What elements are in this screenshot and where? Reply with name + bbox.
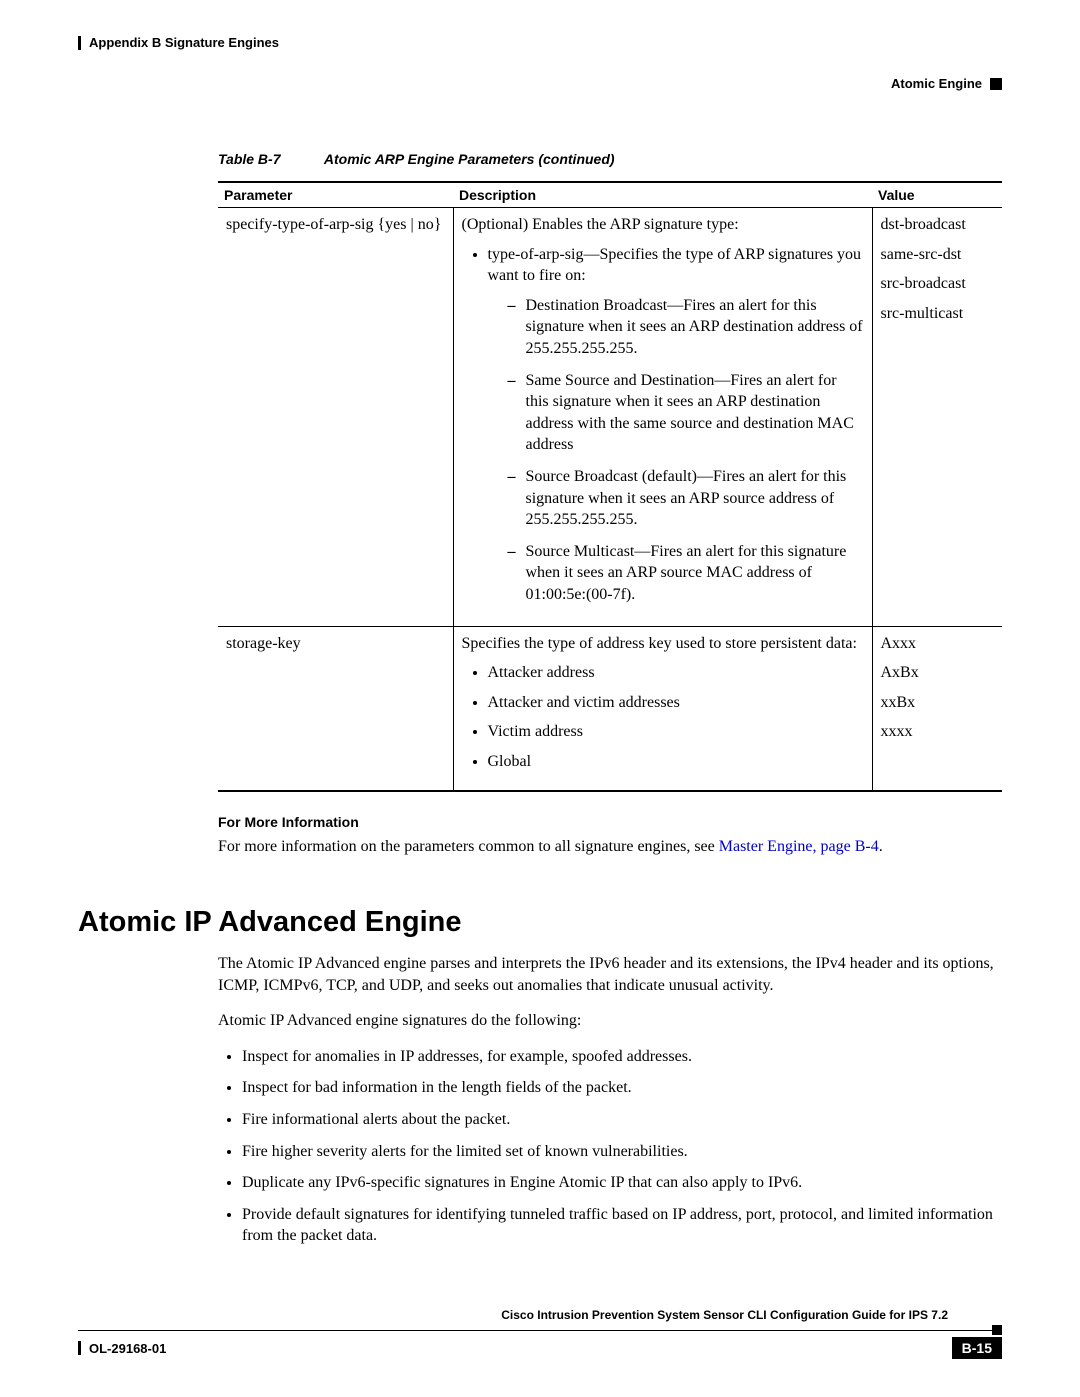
for-more-text: For more information on the parameters c… (218, 836, 1002, 858)
cell-value: Axxx AxBx xxBx xxxx (872, 626, 1002, 791)
cell-parameter: storage-key (218, 626, 453, 791)
header-bar-icon (78, 36, 81, 50)
value-item: src-broadcast (881, 273, 995, 295)
footer-doc-id: OL-29168-01 (89, 1341, 166, 1356)
desc-bullet: Attacker address (488, 662, 864, 684)
desc-bullet: Victim address (488, 721, 864, 743)
value-item: AxBx (881, 662, 995, 684)
page-header: Appendix B Signature Engines (78, 35, 1002, 50)
list-item: Fire higher severity alerts for the limi… (242, 1141, 1002, 1163)
value-item: Axxx (881, 633, 995, 655)
parameters-table: Parameter Description Value specify-type… (218, 181, 1002, 792)
desc-sub: Source Multicast—Fires an alert for this… (508, 541, 864, 606)
cell-description: Specifies the type of address key used t… (453, 626, 872, 791)
value-item: xxBx (881, 692, 995, 714)
desc-sub: Source Broadcast (default)—Fires an aler… (508, 466, 864, 531)
master-engine-link[interactable]: Master Engine, page B-4 (719, 838, 879, 855)
cell-value: dst-broadcast same-src-dst src-broadcast… (872, 208, 1002, 627)
table-number: Table B-7 (218, 151, 281, 167)
fmi-before: For more information on the parameters c… (218, 838, 719, 855)
for-more-heading: For More Information (218, 814, 1002, 830)
bullet-text: type-of-arp-sig—Specifies the type of AR… (488, 246, 862, 285)
cell-description: (Optional) Enables the ARP signature typ… (453, 208, 872, 627)
table-row: specify-type-of-arp-sig {yes | no} (Opti… (218, 208, 1002, 627)
section-bullets: Inspect for anomalies in IP addresses, f… (218, 1046, 1002, 1247)
list-item: Inspect for anomalies in IP addresses, f… (242, 1046, 1002, 1068)
value-item: src-multicast (881, 303, 995, 325)
footer-guide: Cisco Intrusion Prevention System Sensor… (78, 1308, 948, 1325)
value-item: dst-broadcast (881, 214, 995, 236)
table-caption: Table B-7 Atomic ARP Engine Parameters (… (218, 151, 1002, 167)
list-item: Provide default signatures for identifyi… (242, 1204, 1002, 1247)
desc-bullet: Attacker and victim addresses (488, 692, 864, 714)
desc-intro: (Optional) Enables the ARP signature typ… (462, 216, 739, 233)
desc-sub: Destination Broadcast—Fires an alert for… (508, 295, 864, 360)
col-value: Value (872, 182, 1002, 208)
desc-bullet: type-of-arp-sig—Specifies the type of AR… (488, 244, 864, 606)
table-row: storage-key Specifies the type of addres… (218, 626, 1002, 791)
cell-parameter: specify-type-of-arp-sig {yes | no} (218, 208, 453, 627)
header-square-icon (990, 78, 1002, 90)
list-item: Inspect for bad information in the lengt… (242, 1077, 1002, 1099)
list-item: Duplicate any IPv6-specific signatures i… (242, 1172, 1002, 1194)
page-number: B-15 (952, 1337, 1002, 1359)
desc-sub: Same Source and Destination—Fires an ale… (508, 370, 864, 456)
header-left-text: Appendix B Signature Engines (89, 35, 279, 50)
section-p1: The Atomic IP Advanced engine parses and… (218, 953, 1002, 996)
page-footer: Cisco Intrusion Prevention System Sensor… (78, 1308, 1002, 1359)
col-description: Description (453, 182, 872, 208)
desc-bullet: Global (488, 751, 864, 773)
list-item: Fire informational alerts about the pack… (242, 1109, 1002, 1131)
section-title: Atomic IP Advanced Engine (78, 906, 1002, 939)
footer-bar-icon (78, 1341, 81, 1355)
footer-square-icon (992, 1325, 1002, 1335)
desc-intro: Specifies the type of address key used t… (462, 635, 857, 652)
section-p2: Atomic IP Advanced engine signatures do … (218, 1010, 1002, 1032)
value-item: same-src-dst (881, 244, 995, 266)
col-parameter: Parameter (218, 182, 453, 208)
fmi-after: . (879, 838, 883, 855)
value-item: xxxx (881, 721, 995, 743)
header-right-text: Atomic Engine (891, 76, 982, 91)
table-title: Atomic ARP Engine Parameters (continued) (324, 151, 615, 167)
